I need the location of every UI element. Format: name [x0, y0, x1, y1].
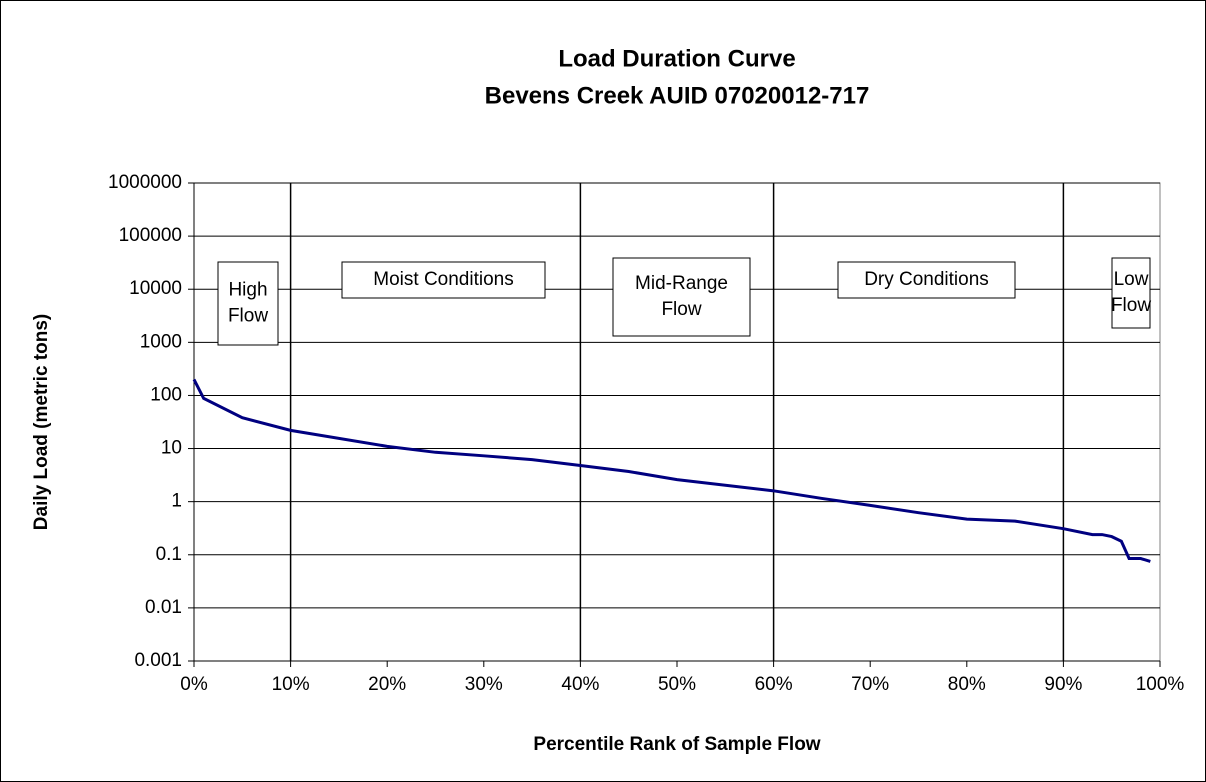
x-tick-label: 90%: [1044, 674, 1082, 695]
x-tick-label: 80%: [948, 674, 986, 695]
annotation: Mid-Range: [635, 273, 728, 294]
annotation: Dry Conditions: [864, 269, 989, 290]
x-tick-label: 70%: [851, 674, 889, 695]
annotation: High: [228, 280, 267, 301]
y-tick-label: 0.001: [134, 650, 182, 671]
annotation: Flow: [228, 306, 268, 327]
y-tick-label: 0.1: [156, 544, 182, 565]
y-tick-label: 10000: [129, 278, 182, 299]
x-tick-label: 40%: [561, 674, 599, 695]
annotation: Flow: [661, 299, 701, 320]
x-tick-label: 0%: [180, 674, 208, 695]
annotation: Low: [1114, 269, 1149, 290]
y-axis-label: Daily Load (metric tons): [31, 314, 52, 530]
annotation-box: [612, 257, 751, 337]
y-tick-label: 100: [150, 384, 182, 405]
annotation: Moist Conditions: [373, 269, 513, 290]
annotation-box: [341, 261, 546, 299]
chart-title: Load Duration Curve: [558, 45, 795, 72]
y-tick-label: 10: [161, 438, 182, 459]
x-tick-label: 100%: [1136, 674, 1185, 695]
line-series: [192, 378, 1151, 563]
annotation-box: [837, 261, 1016, 299]
y-tick-label: 1000000: [108, 172, 182, 193]
x-axis-label: Percentile Rank of Sample Flow: [533, 734, 820, 755]
annotation-box: [217, 261, 279, 346]
y-tick-label: 1000: [140, 331, 182, 352]
annotation: Flow: [1111, 295, 1151, 316]
chart-subtitle: Bevens Creek AUID 07020012-717: [485, 82, 870, 109]
y-tick-label: 100000: [119, 225, 182, 246]
plot-area: [193, 182, 1161, 662]
y-tick-label: 1: [171, 491, 182, 512]
x-tick-label: 50%: [658, 674, 696, 695]
y-tick-label: 0.01: [145, 597, 182, 618]
x-tick-label: 30%: [465, 674, 503, 695]
annotation-box: [1111, 257, 1151, 329]
x-tick-label: 60%: [755, 674, 793, 695]
x-tick-label: 10%: [272, 674, 310, 695]
x-tick-label: 20%: [368, 674, 406, 695]
